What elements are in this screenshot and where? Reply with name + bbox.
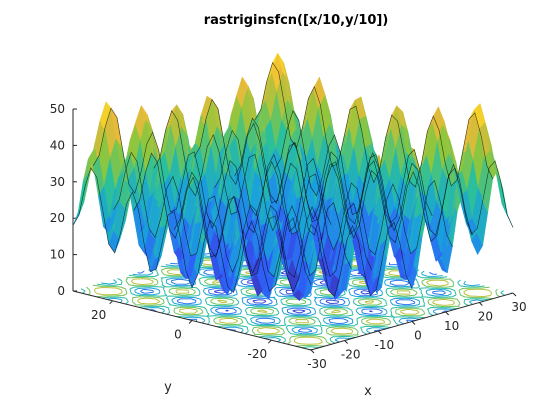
- x-tick: [344, 340, 349, 344]
- mesh-line: [133, 152, 372, 279]
- x-tick: [411, 321, 416, 325]
- contour-line: [80, 235, 506, 349]
- mesh-line: [193, 98, 433, 225]
- x-tick: [512, 292, 517, 297]
- x-tick-label: -30: [307, 357, 327, 371]
- surface: [72, 52, 514, 302]
- z-tick-label: 50: [50, 102, 65, 116]
- x-tick: [377, 330, 382, 335]
- mesh-line: [72, 167, 312, 293]
- z-tick-label: 0: [57, 284, 65, 298]
- z-tick-label: 20: [50, 211, 65, 225]
- y-tick-label: -20: [248, 347, 268, 361]
- x-tick-label: 30: [511, 300, 526, 314]
- mesh-line: [92, 107, 332, 234]
- x-tick: [445, 311, 450, 316]
- mesh-line: [173, 171, 413, 298]
- x-tick: [478, 302, 483, 306]
- z-tick-label: 30: [50, 175, 65, 189]
- mesh-line: [254, 61, 494, 188]
- axes: [72, 108, 517, 354]
- x-tick: [310, 349, 315, 354]
- y-tick: [109, 300, 114, 305]
- mesh-line: [274, 110, 514, 236]
- y-tick: [267, 339, 272, 344]
- surface-patch: [77, 170, 90, 213]
- x-axis-label: x: [364, 384, 372, 399]
- mesh-line: [153, 110, 393, 236]
- mesh-line: [214, 129, 453, 256]
- x-tick-label: 20: [478, 310, 493, 324]
- y-tick-label: 0: [174, 328, 182, 342]
- y-tick: [188, 320, 193, 324]
- surface-patch: [495, 172, 508, 215]
- y-axis-label: y: [164, 380, 172, 395]
- x-tick-label: 10: [444, 319, 459, 333]
- z-tick-label: 10: [50, 248, 65, 262]
- axis-labels: -30 -20 -10 0 10 20 30 -20 0 20 0 10 20 30 40 50 x y: [50, 102, 527, 399]
- x-tick-label: 0: [414, 329, 422, 343]
- x-tick-label: -20: [341, 348, 361, 362]
- chart-title: rastriginsfcn([x/10,y/10]): [204, 13, 389, 28]
- y-tick-label: 20: [91, 308, 106, 322]
- x-tick-label: -10: [375, 338, 395, 352]
- z-tick-label: 40: [50, 138, 65, 152]
- mesh-line: [234, 117, 473, 244]
- mesh-line: [113, 151, 352, 278]
